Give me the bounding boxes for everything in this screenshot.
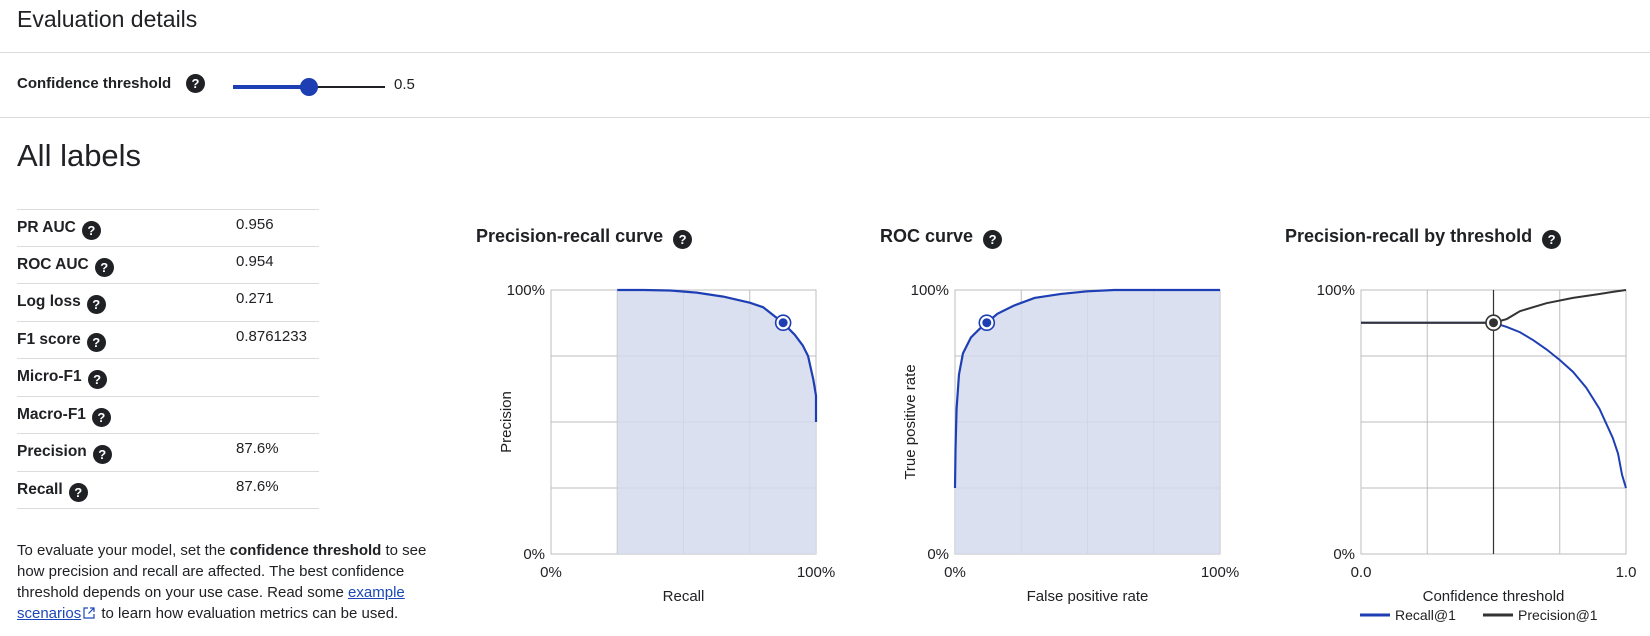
x-axis-title: Recall [663, 588, 705, 605]
roc-curve-title: ROC curve? [880, 226, 1003, 249]
example-scenarios-link[interactable]: example scenarios [17, 584, 405, 622]
area-fill [955, 290, 1220, 554]
x-tick-label: 1.0 [1616, 564, 1637, 581]
metric-name: Micro-F1 [17, 368, 82, 385]
curve-line [617, 288, 818, 422]
metrics-table: PR AUC? 0.956 ROC AUC? 0.954 Log loss? 0… [17, 209, 319, 509]
y-tick-label: 100% [911, 282, 949, 299]
y-axis-title: True positive rate [902, 364, 919, 479]
question-mark-circle-icon[interactable]: ? [87, 370, 107, 389]
section-title: All labels [17, 138, 142, 173]
metric-row-micro-f1: Micro-F1? [17, 359, 319, 397]
y-tick-label: 0% [927, 546, 949, 563]
question-mark-circle-icon[interactable]: ? [673, 230, 693, 249]
question-mark-circle-icon[interactable]: ? [983, 230, 1003, 249]
external-link-icon[interactable] [83, 607, 95, 619]
y-tick-label: 0% [523, 546, 545, 563]
x-axis-title: False positive rate [1027, 588, 1149, 605]
page-title: Evaluation details [17, 6, 198, 32]
metric-row-recall: Recall? 87.6% [17, 472, 319, 509]
question-mark-circle-icon[interactable]: ? [81, 221, 101, 240]
chart-title-text: Precision-recall curve [476, 226, 664, 246]
question-mark-circle-icon[interactable]: ? [186, 74, 205, 93]
metric-value: 0.956 [236, 216, 274, 233]
x-tick-label: 0.0 [1351, 564, 1372, 581]
question-mark-circle-icon[interactable]: ? [94, 257, 114, 277]
slider-thumb[interactable] [300, 78, 318, 96]
y-tick-label: 100% [507, 282, 545, 299]
question-mark-circle-icon[interactable]: ? [92, 445, 112, 464]
threshold-marker [982, 318, 992, 328]
x-tick-label: 0% [944, 564, 966, 581]
question-mark-circle-icon[interactable]: ? [86, 332, 106, 352]
metric-name: Precision [17, 443, 87, 460]
metric-row-f1-score: F1 score? 0.8761233 [17, 322, 319, 359]
threshold-value: 0.5 [394, 76, 415, 93]
desc-text-1: To evaluate your model, set the [17, 542, 230, 559]
slider-fill [233, 85, 309, 89]
chart-0 [550, 288, 818, 555]
metric-row-log-loss: Log loss? 0.271 [17, 284, 319, 322]
metric-row-pr-auc: PR AUC? 0.956 [17, 209, 319, 247]
desc-text-3: to learn how evaluation metrics can be u… [97, 605, 399, 622]
x-tick-label: 100% [1201, 564, 1239, 581]
y-axis-title: Precision [498, 391, 515, 453]
metric-value: 0.271 [236, 290, 274, 307]
metric-name: Macro-F1 [17, 405, 86, 423]
question-mark-circle-icon[interactable]: ? [91, 407, 111, 427]
question-mark-circle-icon[interactable]: ? [68, 482, 88, 502]
question-mark-circle-icon[interactable]: ? [1542, 230, 1562, 249]
desc-bold: confidence threshold [229, 542, 382, 559]
metric-row-precision: Precision? 87.6% [17, 434, 319, 472]
threshold-bar: Confidence threshold ? 0.5 [0, 53, 1650, 118]
metric-row-macro-f1: Macro-F1? [17, 397, 319, 434]
threshold-marker [778, 318, 788, 328]
x-axis-title: Confidence threshold [1423, 588, 1565, 605]
confidence-threshold-label: Confidence threshold [17, 75, 172, 92]
chart-2 [1360, 289, 1627, 617]
x-tick-label: 100% [797, 564, 835, 581]
metric-value: 0.8761233 [236, 327, 307, 345]
question-mark-circle-icon[interactable]: ? [86, 295, 106, 314]
confidence-threshold-slider[interactable] [233, 77, 385, 97]
y-tick-label: 0% [1333, 546, 1355, 563]
series-line-0 [1361, 321, 1627, 489]
area-fill [617, 290, 816, 554]
metric-name: F1 score [17, 330, 81, 348]
evaluation-description: To evaluate your model, set the confiden… [17, 540, 447, 624]
page-header: Evaluation details [0, 0, 1650, 53]
metric-name: Recall [17, 480, 63, 498]
pr-curve-title: Precision-recall curve? [476, 226, 693, 249]
chart-title-text: Precision-recall by threshold [1285, 226, 1533, 246]
metric-row-roc-auc: ROC AUC? 0.954 [17, 247, 319, 284]
metric-value: 87.6% [236, 477, 279, 495]
desc-text-2: to see how precision and recall are affe… [17, 542, 427, 601]
metric-value: 0.954 [236, 252, 274, 270]
metric-name: Log loss [17, 293, 81, 310]
metric-name: PR AUC [17, 219, 76, 236]
chart-title-text: ROC curve [880, 226, 974, 246]
pr-threshold-title: Precision-recall by threshold? [1285, 226, 1562, 249]
metric-value: 87.6% [236, 440, 279, 457]
threshold-marker [1489, 318, 1498, 328]
x-tick-label: 0% [540, 564, 562, 581]
legend-label-precision: Precision@1 [1518, 607, 1598, 623]
y-tick-label: 100% [1317, 282, 1355, 299]
legend-label-recall: Recall@1 [1395, 607, 1456, 623]
chart-1 [953, 288, 1221, 555]
metric-name: ROC AUC [17, 255, 89, 273]
